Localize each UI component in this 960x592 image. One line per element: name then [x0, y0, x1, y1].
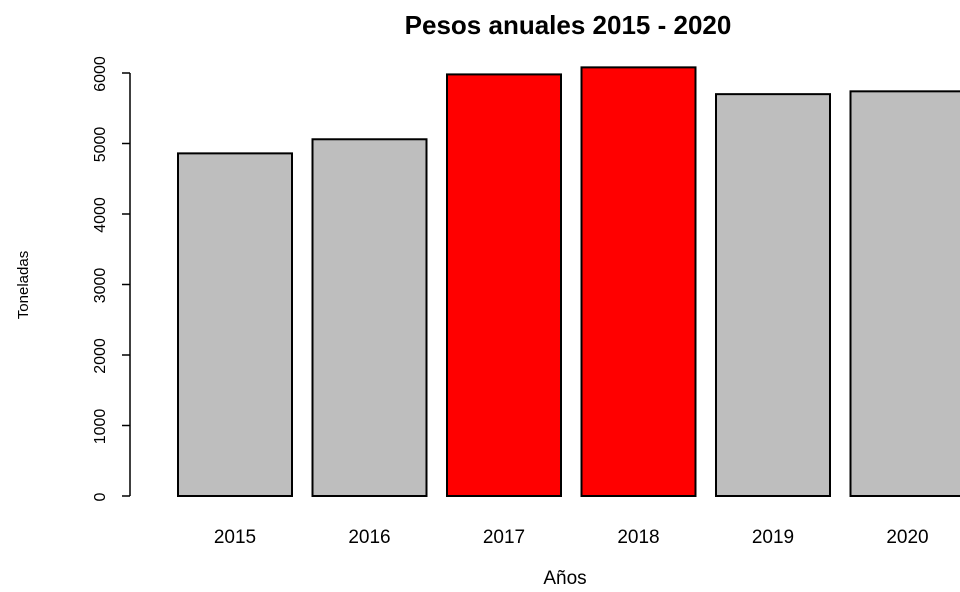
x-tick-label: 2020: [886, 527, 928, 548]
bar-2019: [715, 93, 831, 498]
y-tick-label: 2000: [92, 338, 109, 374]
x-tick-label: 2019: [752, 527, 794, 548]
bar-2017: [446, 73, 562, 497]
y-axis: 0 1000 2000 3000 4000 5000 6000: [92, 56, 131, 501]
y-tick-label: 0: [92, 492, 109, 501]
y-tick-label: 4000: [92, 197, 109, 233]
x-tick-labels: 2015 2016 2017 2018 2019 2020: [214, 527, 929, 548]
y-tick-label: 3000: [92, 268, 109, 304]
bar-2020: [849, 90, 960, 498]
x-tick-label: 2018: [617, 527, 659, 548]
x-tick-label: 2016: [348, 527, 390, 548]
x-tick-label: 2015: [214, 527, 256, 548]
bar-2018: [580, 66, 697, 498]
chart-title: Pesos anuales 2015 - 2020: [405, 10, 732, 40]
bars-group: [177, 66, 960, 498]
y-tick-label: 5000: [92, 127, 109, 163]
x-tick-label: 2017: [483, 527, 525, 548]
x-axis-label: Años: [543, 568, 586, 589]
bar-2015: [177, 152, 293, 497]
y-tick-label: 6000: [92, 56, 109, 92]
y-tick-label: 1000: [92, 409, 109, 445]
bar-2016: [311, 138, 428, 498]
y-axis-label: Toneladas: [15, 251, 32, 319]
